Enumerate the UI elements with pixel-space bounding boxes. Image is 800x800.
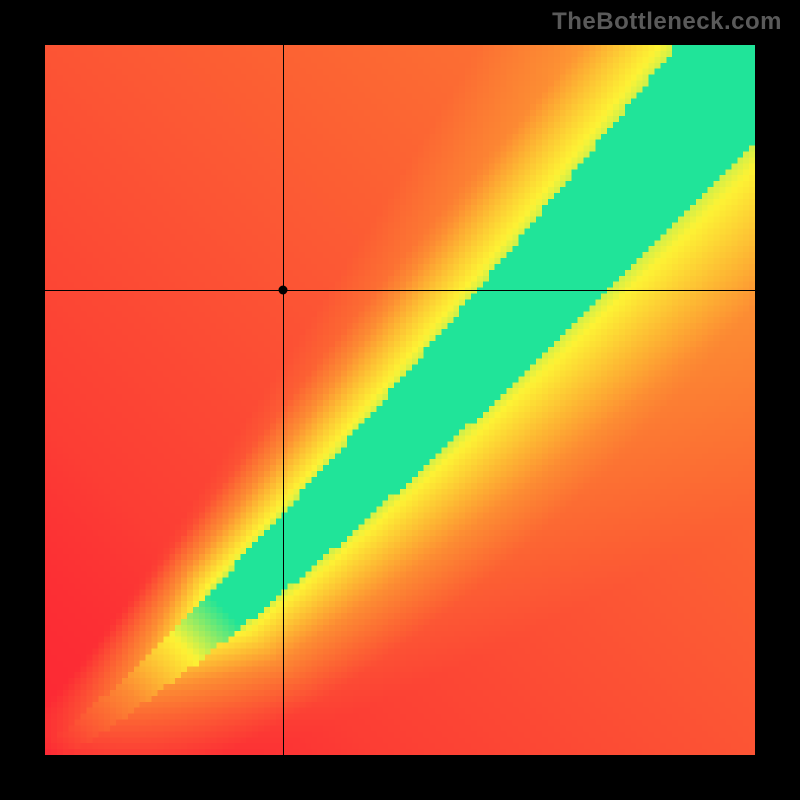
plot-area bbox=[45, 45, 755, 755]
chart-container: { "watermark": { "text": "TheBottleneck.… bbox=[0, 0, 800, 800]
bottleneck-heatmap bbox=[45, 45, 755, 755]
crosshair-vertical bbox=[283, 45, 284, 755]
crosshair-horizontal bbox=[45, 290, 755, 291]
watermark-text: TheBottleneck.com bbox=[552, 8, 782, 36]
crosshair-marker bbox=[278, 285, 287, 294]
